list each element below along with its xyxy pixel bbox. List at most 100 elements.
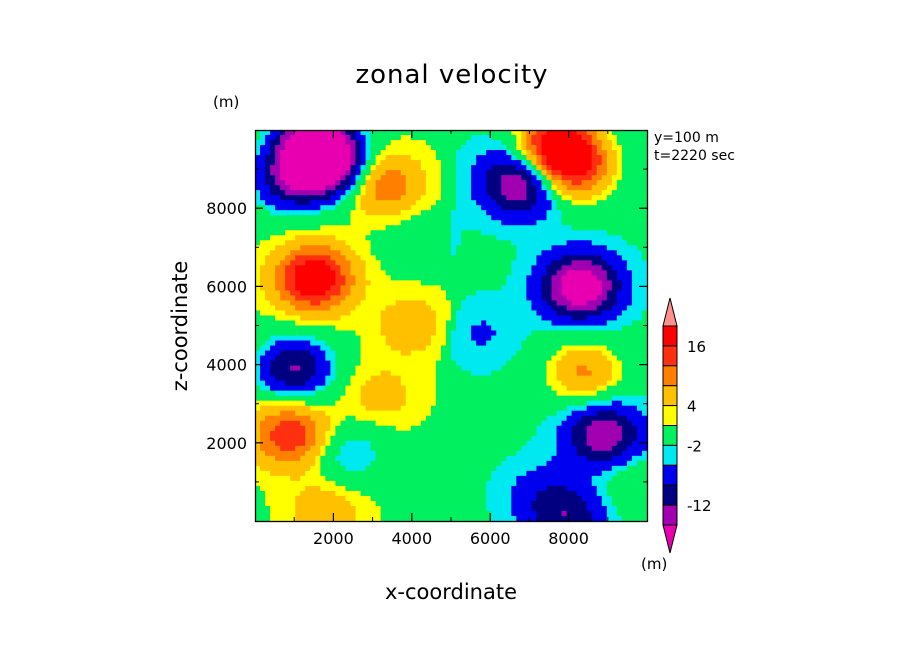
field-cell (561, 180, 568, 186)
field-cell (496, 425, 502, 432)
field-cell (506, 410, 512, 417)
field-cell (486, 175, 492, 181)
field-cell (395, 370, 402, 377)
field-cell (390, 190, 397, 196)
field-cell (290, 375, 296, 382)
field-cell (531, 215, 538, 221)
field-cell (285, 145, 291, 151)
field-cell (456, 290, 462, 297)
field-cell (531, 375, 538, 382)
field-cell (260, 405, 266, 412)
field-cell (596, 445, 603, 452)
field-cell (445, 265, 452, 271)
field-cell (486, 260, 492, 266)
field-cell (270, 370, 276, 377)
field-cell (330, 320, 337, 327)
field-cell (260, 365, 266, 372)
field-cell (611, 315, 618, 322)
field-cell (290, 300, 296, 307)
field-cell (430, 280, 437, 286)
field-cell (611, 130, 618, 136)
field-cell (491, 205, 497, 211)
field-cell (265, 440, 271, 447)
field-cell (501, 425, 507, 432)
field-cell (285, 185, 291, 191)
field-cell (270, 435, 276, 442)
field-cell (466, 345, 472, 352)
field-cell (430, 165, 437, 171)
field-cell (516, 405, 522, 412)
field-cell (350, 400, 357, 407)
field-cell (380, 260, 387, 266)
field-cell (435, 250, 442, 256)
field-cell (621, 385, 628, 392)
field-cell (596, 360, 603, 367)
field-cell (330, 370, 337, 377)
field-cell (420, 145, 427, 151)
field-cell (606, 350, 613, 357)
field-cell (601, 290, 608, 297)
field-cell (631, 225, 638, 231)
field-cell (370, 335, 377, 342)
field-cell (611, 245, 618, 251)
field-cell (295, 220, 301, 226)
field-cell (536, 395, 543, 402)
field-cell (400, 275, 407, 281)
field-cell (466, 335, 472, 342)
field-cell (270, 255, 276, 261)
field-cell (275, 140, 281, 146)
field-cell (491, 390, 497, 397)
field-cell (591, 380, 598, 387)
field-cell (521, 195, 527, 201)
field-cell (626, 230, 633, 236)
field-cell (466, 160, 472, 166)
field-cell (380, 220, 387, 226)
field-cell (566, 180, 573, 186)
field-cell (380, 195, 387, 201)
field-cell (456, 370, 462, 377)
field-cell (440, 285, 447, 292)
field-cell (340, 395, 347, 402)
field-cell (481, 380, 487, 387)
field-cell (375, 220, 382, 226)
field-cell (415, 265, 422, 271)
field-cell (325, 380, 331, 387)
field-cell (390, 185, 397, 191)
field-cell (626, 295, 633, 302)
field-cell (295, 275, 301, 281)
field-cell (385, 430, 392, 437)
field-cell (461, 275, 467, 281)
field-cell (285, 315, 291, 322)
field-cell (476, 200, 482, 206)
field-cell (285, 200, 291, 206)
field-cell (591, 230, 598, 236)
field-cell (481, 265, 487, 271)
field-cell (561, 190, 568, 196)
field-cell (300, 295, 306, 302)
field-cell (576, 165, 583, 171)
field-cell (345, 235, 352, 241)
field-cell (425, 190, 432, 196)
field-cell (260, 420, 266, 427)
field-cell (335, 290, 342, 297)
field-cell (451, 235, 457, 241)
field-cell (611, 300, 618, 307)
field-cell (310, 160, 316, 166)
field-cell (420, 215, 427, 221)
field-cell (445, 430, 452, 437)
field-cell (586, 150, 593, 156)
field-cell (255, 165, 261, 171)
field-cell (320, 155, 326, 161)
field-cell (340, 220, 347, 226)
field-cell (375, 185, 382, 191)
field-cell (295, 365, 301, 372)
field-cell (606, 140, 613, 146)
field-cell (556, 220, 563, 226)
field-cell (300, 255, 306, 261)
field-cell (260, 335, 266, 342)
field-cell (325, 400, 331, 407)
field-cell (275, 415, 281, 422)
field-cell (395, 265, 402, 271)
field-cell (425, 245, 432, 251)
field-cell (456, 445, 462, 452)
